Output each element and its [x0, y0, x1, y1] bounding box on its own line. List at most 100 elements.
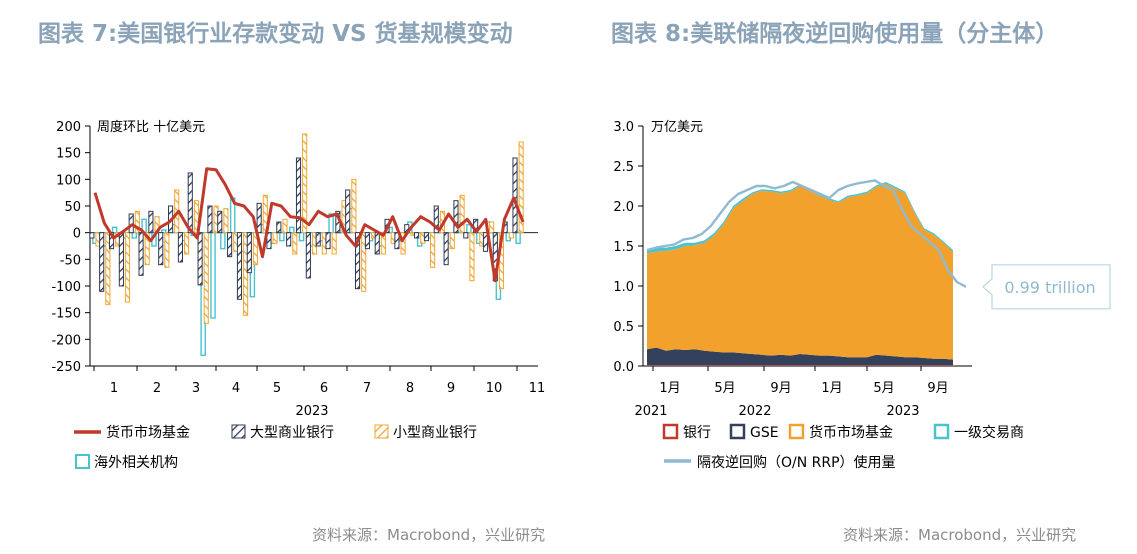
x-tick-label: 10	[486, 381, 503, 396]
bar-large-bank	[276, 221, 282, 234]
y-tick-label: 0.5	[613, 320, 634, 335]
y-tick-label: 100	[56, 173, 81, 188]
bar-large-bank	[227, 232, 233, 258]
bar-small-bank	[351, 178, 357, 234]
legend-label-foreign: 海外相关机构	[94, 455, 178, 471]
bar-large-bank	[256, 202, 262, 234]
bar-large-bank	[148, 210, 154, 234]
bar-large-bank	[394, 232, 400, 250]
legend-swatch-small-bank	[374, 424, 389, 439]
y-tick-label: 0	[73, 227, 81, 242]
bar-foreign	[210, 231, 216, 319]
bar-small-bank	[164, 232, 170, 268]
y-tick-label: 0.0	[613, 360, 634, 375]
y-tick-label: -250	[51, 360, 81, 375]
bar-large-bank	[443, 232, 449, 266]
unit-label: 周度环比 十亿美元	[97, 119, 205, 135]
x-year-label: 2021	[634, 404, 667, 419]
y-tick-label: -200	[51, 333, 81, 348]
bar-small-bank	[508, 232, 514, 239]
area-gse	[647, 347, 953, 366]
x-tick-label: 9月	[927, 381, 948, 396]
legend-swatch-gse	[729, 423, 746, 440]
bar-foreign	[288, 226, 295, 234]
legend-swatch-bank	[662, 423, 679, 440]
x-tick-label: 1月	[659, 381, 680, 396]
bar-large-bank	[414, 232, 420, 239]
bar-small-bank	[459, 194, 465, 234]
x-tick-label: 4	[232, 381, 240, 396]
legend-label-large-bank: 大型商业银行	[250, 425, 334, 441]
bar-large-bank	[463, 232, 469, 239]
bar-small-bank	[282, 218, 288, 234]
unit-label: 万亿美元	[651, 120, 703, 135]
bar-large-bank	[354, 232, 361, 290]
bar-large-bank	[138, 232, 144, 276]
bar-small-bank	[272, 232, 278, 244]
legend-label-bank: 银行	[683, 425, 711, 441]
bar-large-bank	[315, 232, 321, 247]
bar-small-bank	[430, 232, 436, 268]
x-tick-label: 9月	[770, 381, 791, 396]
y-tick-label: 1.0	[613, 280, 634, 295]
bar-small-bank	[134, 210, 140, 234]
y-tick-label: 50	[64, 200, 81, 215]
chart-title-left: 图表 7:美国银行业存款变动 VS 货基规模变动	[38, 21, 513, 47]
x-tick-label: 5	[273, 381, 281, 396]
y-tick-label: 3.0	[613, 120, 634, 135]
bar-small-bank	[400, 232, 406, 255]
x-tick-label: 1	[110, 381, 118, 396]
bar-small-bank	[489, 221, 495, 234]
x-tick-label: 9	[447, 381, 455, 396]
bar-foreign	[279, 231, 285, 242]
bar-large-bank	[236, 232, 243, 300]
bar-small-bank	[105, 232, 111, 306]
annotation-label: 0.99 trillion	[1004, 278, 1095, 297]
bar-small-bank	[193, 200, 199, 234]
right-chart: 3.0 2.5 2.0 1.5 1.0 0.5 0.0 万亿美元 0.99 trillion 1月…	[613, 120, 1111, 471]
bar-foreign	[466, 223, 472, 234]
bar-small-bank	[292, 232, 298, 255]
y-tick-label: -100	[51, 280, 81, 295]
bar-small-bank	[449, 232, 455, 250]
bar-large-bank	[217, 210, 223, 234]
chart-title-right: 图表 8:美联储隔夜逆回购使用量（分主体）	[611, 21, 1059, 47]
legend-label-mmf: 货币市场基金	[809, 424, 893, 441]
bar-large-bank	[177, 232, 183, 263]
legend-swatch-large-bank	[231, 424, 246, 439]
area-bank	[647, 365, 953, 366]
annotation-callout	[982, 264, 1111, 310]
x-tick-label: 3	[192, 381, 200, 396]
x-year-label: 2023	[886, 404, 919, 419]
bar-large-bank	[286, 232, 292, 247]
bar-large-bank	[197, 232, 203, 286]
bar-large-bank	[364, 232, 370, 250]
bar-small-bank	[124, 232, 131, 303]
series-line-rrp	[646, 179, 967, 288]
x-year-label: 2023	[295, 404, 328, 419]
legend-label-mmf: 货币市场基金	[106, 424, 190, 441]
y-tick-label: 2.0	[613, 200, 634, 215]
bar-large-bank	[128, 213, 134, 234]
y-tick-label: 200	[56, 120, 81, 135]
y-tick-label: 1.5	[613, 240, 634, 255]
bar-large-bank	[374, 232, 380, 255]
bar-large-bank	[99, 232, 105, 292]
bar-foreign	[515, 231, 521, 245]
bar-small-bank	[144, 232, 150, 266]
y-tick-label: 150	[56, 147, 81, 162]
bar-large-bank	[345, 189, 351, 234]
x-tick-label: 7	[363, 381, 371, 396]
bar-large-bank	[512, 157, 518, 234]
x-tick-label: 11	[529, 381, 546, 396]
bar-large-bank	[158, 232, 164, 266]
x-tick-label: 5月	[714, 381, 735, 396]
y-tick-label: 2.5	[613, 160, 634, 175]
area-mmf	[647, 183, 953, 360]
source-note-left: 资料来源：Macrobond，兴业研究	[312, 526, 546, 544]
bar-small-bank	[223, 208, 229, 234]
bar-large-bank	[89, 232, 95, 239]
legend-label-rrp: 隔夜逆回购（O/N RRP）使用量	[697, 454, 896, 471]
x-tick-label: 2	[153, 381, 161, 396]
legend-label-dealer: 一级交易商	[954, 424, 1024, 441]
